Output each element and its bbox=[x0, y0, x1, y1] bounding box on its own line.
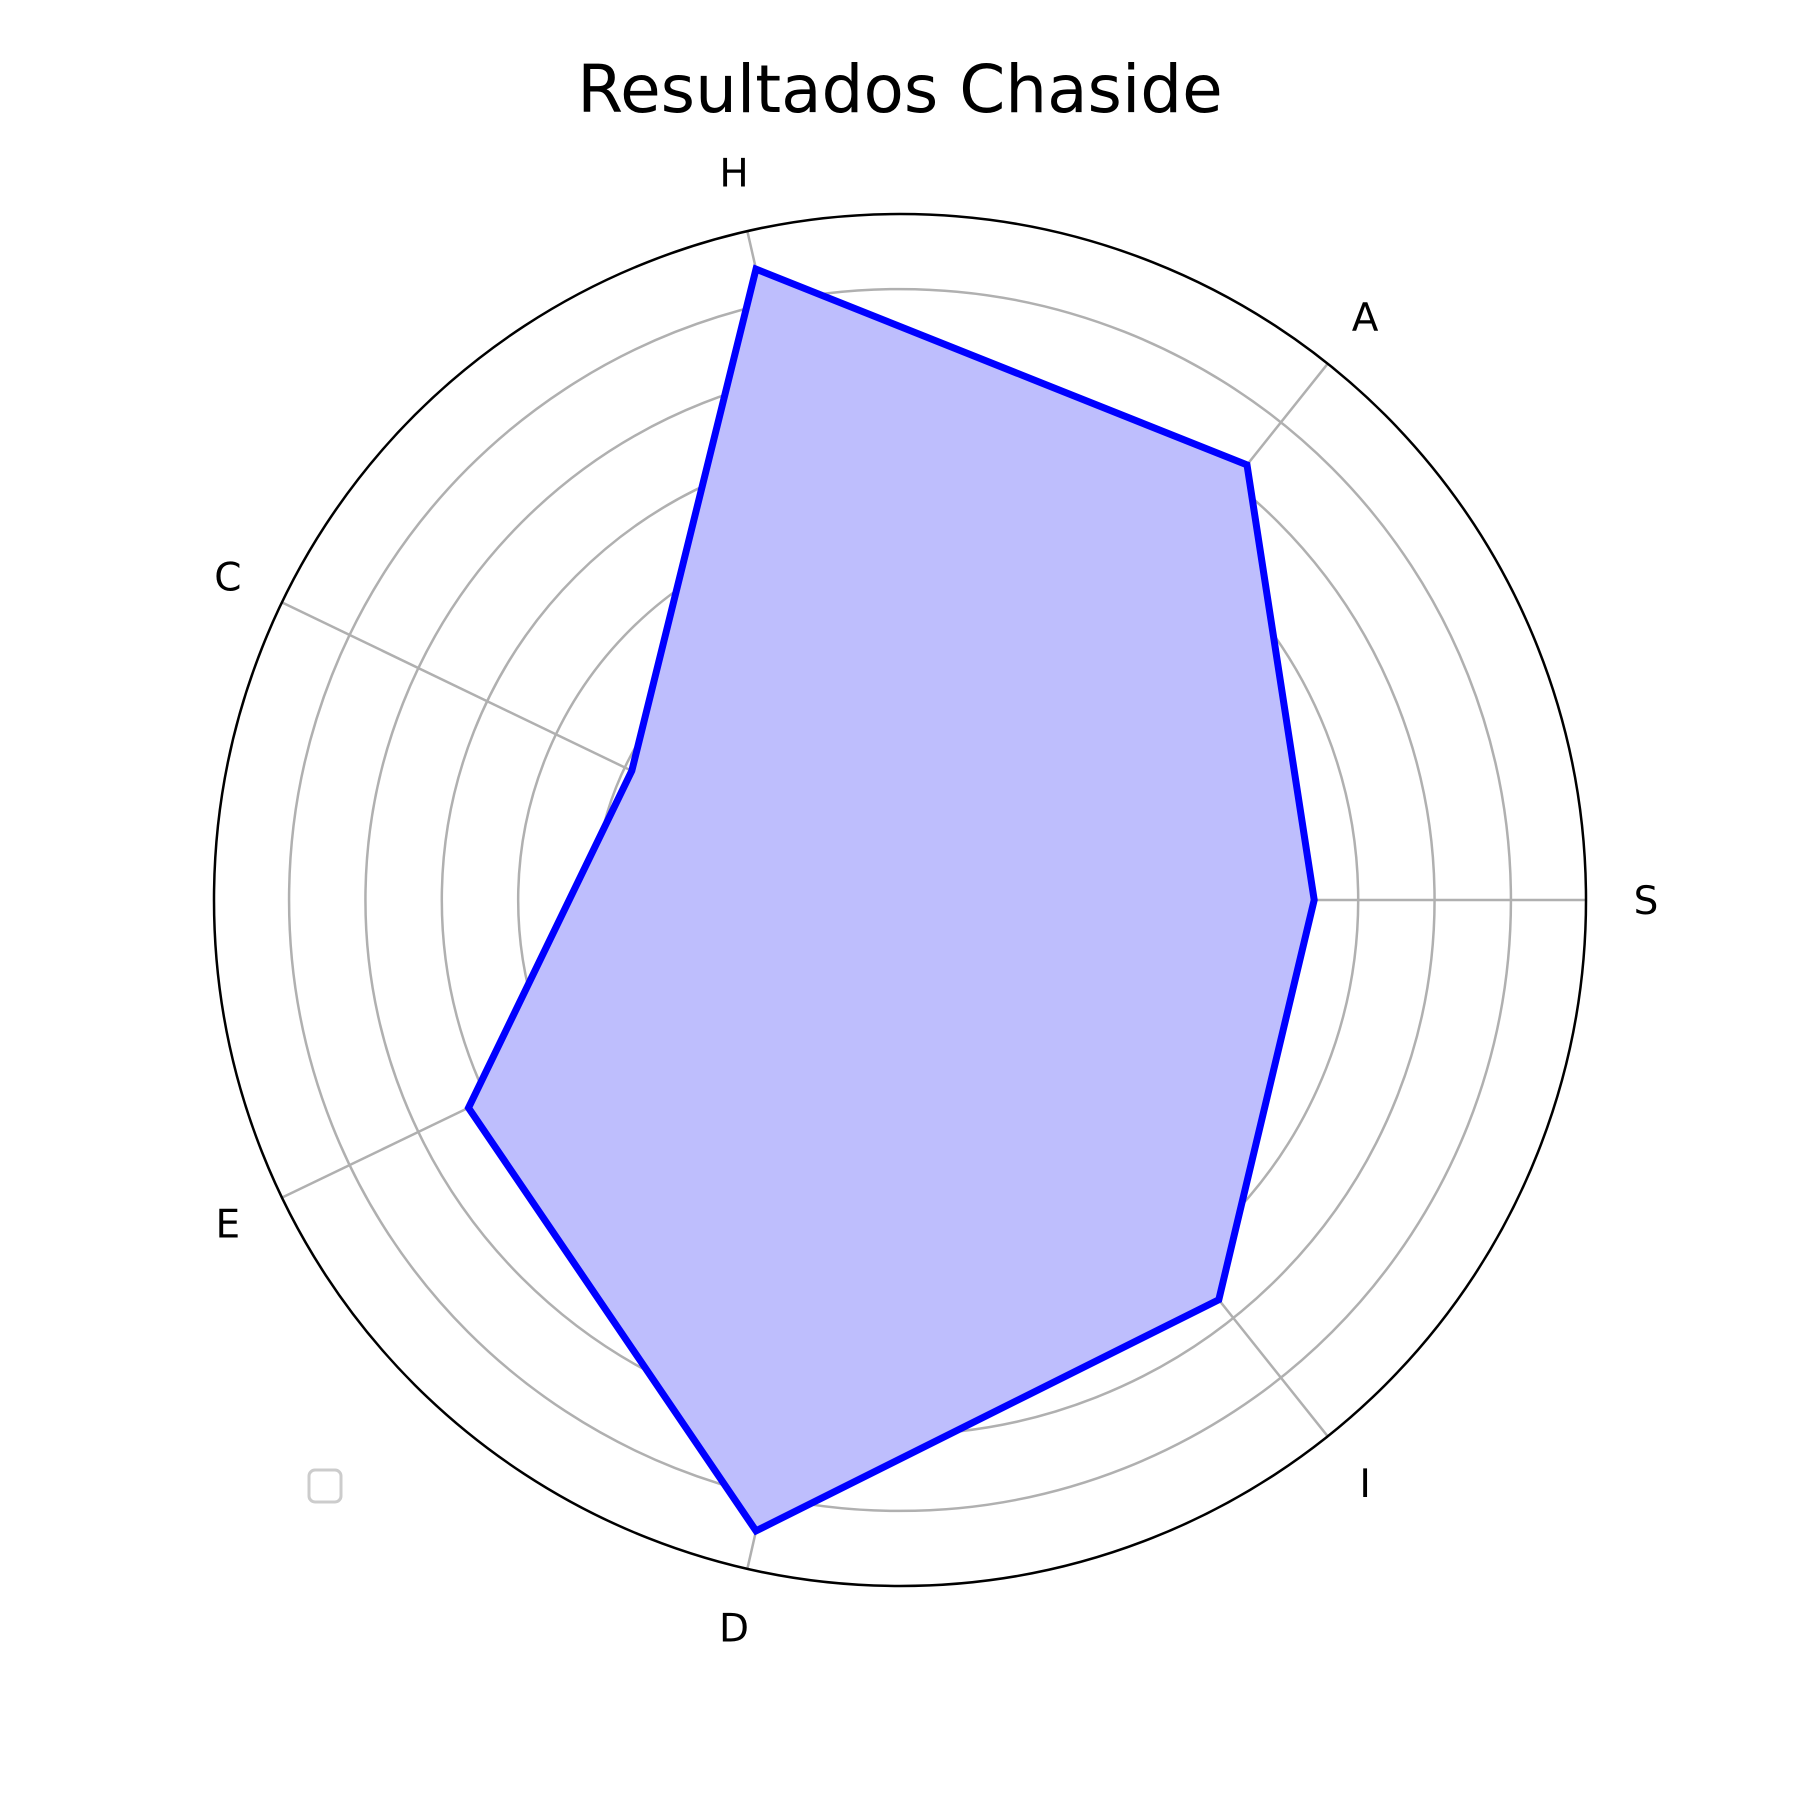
category-label-I: I bbox=[1359, 1462, 1371, 1507]
category-label-A: A bbox=[1352, 296, 1379, 341]
category-label-E: E bbox=[216, 1203, 241, 1248]
category-label-S: S bbox=[1634, 879, 1659, 924]
polar-frame bbox=[212, 212, 1588, 1588]
legend-box bbox=[307, 1468, 343, 1504]
category-label-C: C bbox=[214, 555, 241, 600]
series-layer bbox=[464, 264, 1318, 1536]
category-label-H: H bbox=[719, 152, 748, 197]
category-labels: S A H C E D I bbox=[214, 152, 1658, 1652]
series-line bbox=[464, 264, 1318, 1536]
category-label-D: D bbox=[719, 1606, 749, 1651]
chart-title: Resultados Chaside bbox=[577, 51, 1223, 128]
